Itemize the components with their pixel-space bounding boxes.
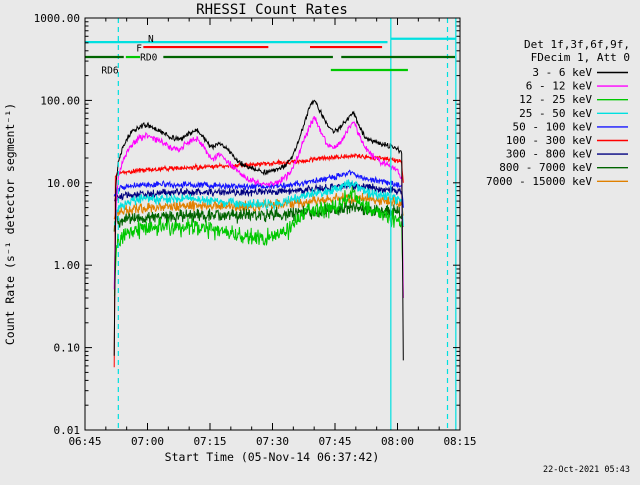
- axis-tick-labels: 06:45 07:00 07:15 07:30 07:45 08:00 08:15 1000.…: [34, 12, 477, 448]
- x-tick-label: 07:00: [131, 435, 164, 448]
- x-tick-label: 07:30: [256, 435, 289, 448]
- series-line-3-6-keV: [113, 99, 404, 361]
- series-line-7000-15000-keV: [113, 192, 404, 220]
- legend-entry-label: 7000 - 15000 keV: [486, 175, 592, 188]
- series-line-800-7000-keV: [113, 200, 404, 232]
- legend-entry-label: 25 - 50 keV: [519, 107, 592, 120]
- y-tick-label: 10.00: [47, 177, 80, 190]
- y-axis-label: Count Rate (s⁻¹ detector segment⁻¹): [3, 103, 17, 345]
- series-lines: [113, 99, 404, 368]
- legend-header-line1: Det 1f,3f,6f,9f,: [524, 38, 630, 51]
- x-tick-label: 07:45: [318, 435, 351, 448]
- series-line-50-100-keV: [113, 169, 404, 208]
- y-tick-label: 0.01: [54, 424, 81, 437]
- flag-label-rd0: RD0: [140, 53, 157, 64]
- series-line-100-300-keV: [113, 152, 404, 368]
- x-tick-label: 07:15: [193, 435, 226, 448]
- legend-entry-label: 800 - 7000 keV: [499, 161, 592, 174]
- legend-entry-label: 300 - 800 keV: [506, 148, 592, 161]
- series-line-300-800-keV: [114, 182, 404, 208]
- legend-header-line2: FDecim 1, Att 0: [531, 51, 630, 64]
- y-tick-label: 100.00: [40, 94, 80, 107]
- series-line-6-12-keV: [113, 115, 404, 299]
- flag-label-rd6: RD6: [101, 65, 118, 76]
- axis-ticks: [84, 17, 461, 431]
- legend-entry-label: 3 - 6 keV: [532, 66, 592, 79]
- series-line-25-50-keV: [114, 179, 404, 226]
- series-line-12-25-keV: [113, 186, 404, 299]
- x-tick-label: 08:15: [443, 435, 476, 448]
- x-axis-label: Start Time (05-Nov-14 06:37:42): [165, 450, 380, 464]
- flag-label-n: N: [148, 34, 154, 45]
- y-tick-label: 1000.00: [34, 12, 80, 25]
- flag-label-f: F: [136, 44, 142, 55]
- plot-timestamp: 22-Oct-2021 05:43: [543, 465, 630, 475]
- legend-entry-label: 100 - 300 keV: [506, 134, 592, 147]
- legend-entry-label: 50 - 100 keV: [513, 120, 593, 133]
- vertical-markers: [117, 18, 457, 430]
- y-tick-label: 1.00: [54, 259, 81, 272]
- y-tick-label: 0.10: [54, 342, 81, 355]
- x-tick-label: 08:00: [381, 435, 414, 448]
- chart-title: RHESSI Count Rates: [196, 2, 348, 18]
- legend-entry-label: 12 - 25 keV: [519, 93, 592, 106]
- x-tick-label: 06:45: [68, 435, 101, 448]
- legend-entry-label: 6 - 12 keV: [526, 80, 593, 93]
